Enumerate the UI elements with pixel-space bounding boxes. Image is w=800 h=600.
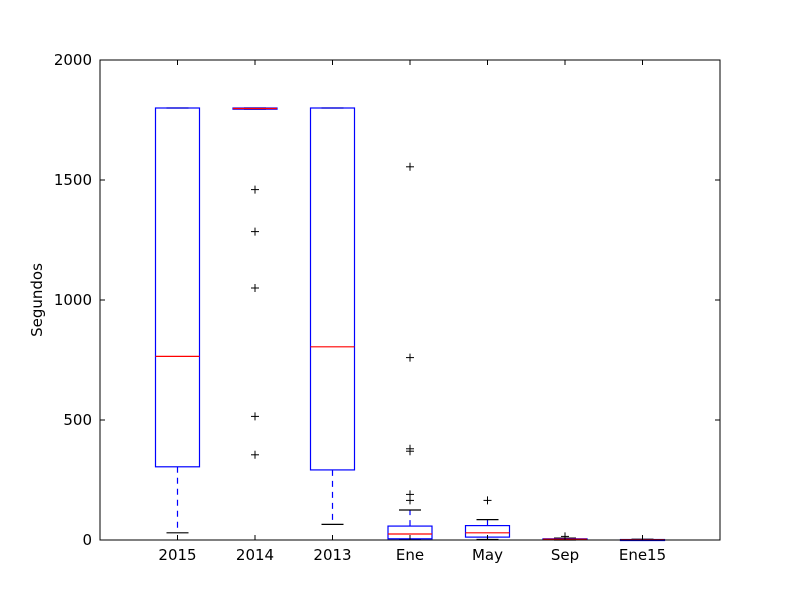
x-tick-label: Sep	[551, 546, 579, 564]
y-tick-label: 2000	[54, 51, 92, 69]
y-tick-label: 0	[82, 531, 92, 549]
outlier-point	[251, 450, 259, 459]
x-tick-label: 2014	[236, 546, 274, 564]
outlier-point	[406, 162, 414, 171]
x-tick-label: 2015	[158, 546, 196, 564]
y-tick-label: 1500	[54, 171, 92, 189]
plot-area	[154, 107, 666, 542]
outlier-point	[406, 496, 414, 505]
x-tick-label: Ene15	[619, 546, 666, 564]
box-iqr	[154, 107, 201, 468]
outlier-point	[251, 284, 259, 292]
y-axis: 0 500 1000 1500 2000	[54, 51, 720, 549]
y-tick-label: 500	[63, 411, 92, 429]
outlier-point	[406, 447, 414, 456]
y-tick-label: 1000	[54, 291, 92, 309]
axes-frame	[99, 59, 721, 541]
x-axis: 2015 2014 2013 Ene May Sep Ene15	[158, 60, 666, 564]
box-Ene	[387, 162, 433, 541]
x-tick-label: Ene	[396, 546, 424, 564]
outlier-point	[483, 496, 492, 505]
box-2013	[309, 107, 356, 526]
x-tick-label: 2013	[313, 546, 351, 564]
box-2015	[154, 107, 201, 534]
outlier-point	[251, 185, 259, 194]
box-May	[464, 496, 511, 541]
box-2014	[232, 107, 278, 459]
outlier-point	[251, 412, 259, 421]
outlier-point	[251, 227, 259, 236]
x-tick-label: May	[472, 546, 503, 564]
outlier-point	[406, 353, 414, 362]
box-iqr	[309, 107, 356, 471]
y-axis-label: Segundos	[28, 263, 46, 337]
